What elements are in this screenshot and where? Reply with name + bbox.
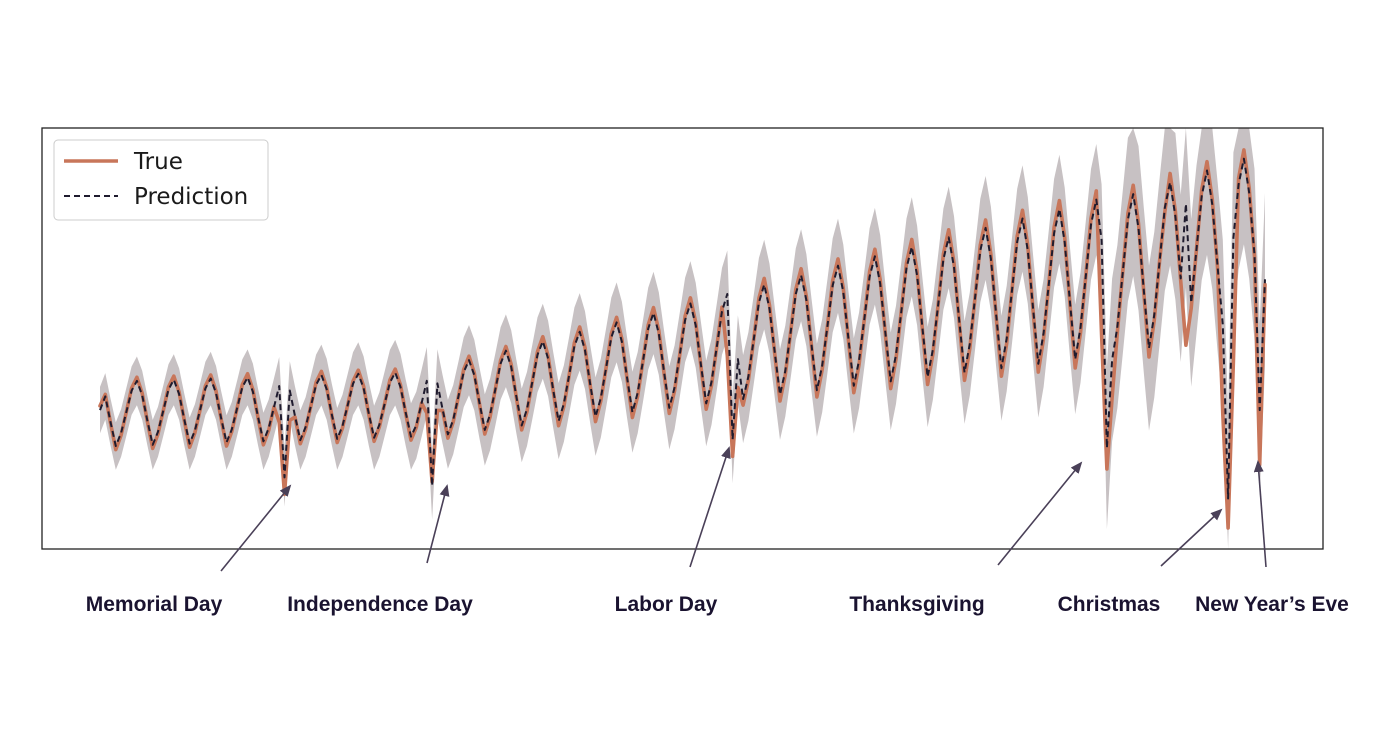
annotation-arrow-independence-day: [427, 486, 447, 563]
annotation-new-years-eve: New Year’s Eve: [1195, 593, 1349, 616]
annotation-christmas: Christmas: [1058, 593, 1161, 616]
annotation-arrow-christmas: [1161, 510, 1221, 566]
legend-true-label: True: [133, 149, 183, 175]
annotation-memorial-day: Memorial Day: [86, 593, 223, 616]
legend: True Prediction: [54, 140, 268, 220]
annotations: Memorial Day Independence Day Labor Day …: [86, 448, 1349, 616]
annotation-labor-day: Labor Day: [615, 593, 718, 616]
legend-prediction-label: Prediction: [134, 184, 248, 210]
annotation-thanksgiving: Thanksgiving: [849, 593, 984, 616]
annotation-arrow-memorial-day: [221, 486, 290, 571]
annotation-arrow-new-years-eve: [1258, 462, 1266, 567]
annotation-independence-day: Independence Day: [287, 593, 473, 616]
annotation-arrow-thanksgiving: [998, 463, 1081, 565]
